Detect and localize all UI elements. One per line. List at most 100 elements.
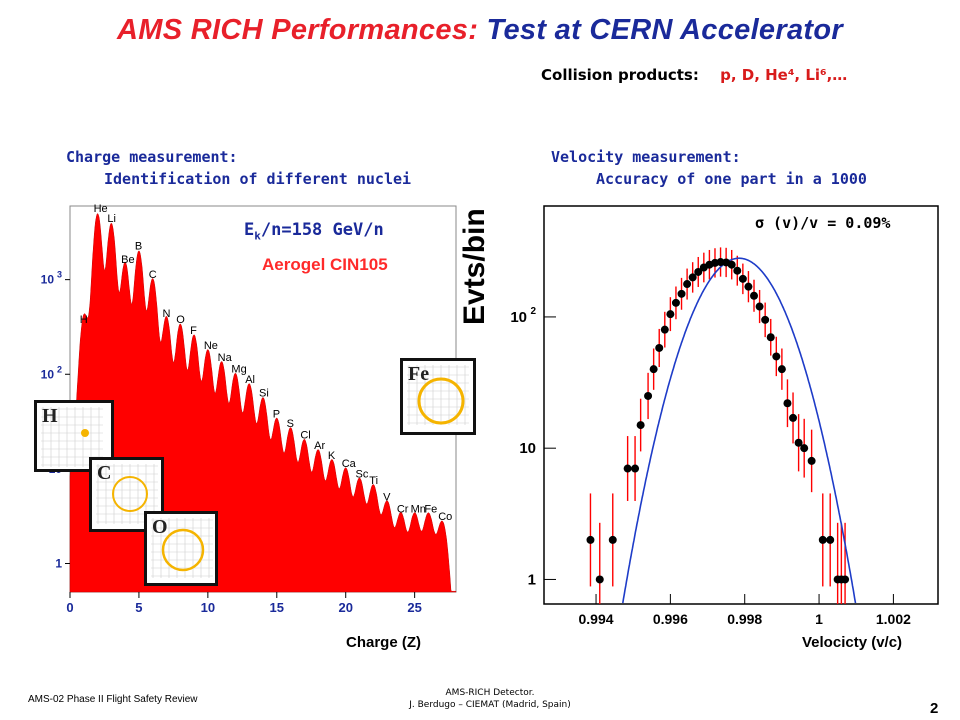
energy-label: Ek/n=158 GeV/n	[244, 220, 384, 243]
charge-xtick-label: 5	[135, 600, 142, 615]
velocity-xtick-label: 0.998	[727, 611, 762, 627]
velocity-data-point	[655, 343, 664, 352]
peak-label-be: Be	[121, 254, 134, 266]
charge-ytick-exp: 3	[57, 270, 62, 280]
peak-label-k: K	[328, 450, 336, 462]
peak-label-p: P	[273, 409, 280, 421]
peak-label-si: Si	[259, 388, 269, 400]
velocity-data-point	[666, 310, 675, 319]
velocity-data-point	[688, 273, 697, 282]
velocity-data-point	[636, 421, 645, 430]
velocity-xtick-label: 0.996	[653, 611, 688, 627]
peak-label-cl: Cl	[300, 430, 310, 442]
velocity-data-point	[750, 291, 759, 300]
sigma-label: σ (v)/v = 0.09%	[755, 214, 891, 232]
peak-label-mg: Mg	[231, 364, 246, 376]
gaussian-fit-curve	[622, 257, 857, 604]
charge-ytick-label: 1	[55, 557, 62, 571]
velocity-data-point	[677, 289, 686, 298]
velocity-data-point	[733, 266, 742, 275]
velocity-ytick-label: 1	[528, 571, 536, 588]
velocity-data-point	[649, 365, 658, 374]
velocity-data-point	[623, 464, 632, 473]
footer-detector: AMS-RICH Detector.	[445, 688, 535, 698]
velocity-data-point	[761, 315, 770, 324]
charge-heading: Charge measurement:	[66, 148, 238, 166]
velocity-data-point	[807, 456, 816, 465]
collision-label: Collision products:	[541, 66, 699, 84]
peak-label-n: N	[163, 308, 171, 320]
inset-o: O	[144, 511, 218, 586]
inset-o-label: O	[152, 516, 168, 538]
ring-fe-icon	[407, 365, 469, 425]
aerogel-label: Aerogel CIN105	[262, 255, 388, 274]
inset-c-label: C	[97, 462, 112, 484]
title-part2: Test at CERN Accelerator	[486, 14, 843, 46]
charge-ytick-exp: 2	[57, 364, 62, 374]
ring-o-icon	[151, 518, 213, 578]
velocity-data-point	[826, 535, 835, 544]
peak-label-ca: Ca	[342, 458, 357, 470]
charge-ytick-label: 10	[41, 273, 55, 287]
peak-label-co: Co	[438, 511, 452, 523]
velocity-data-point	[772, 352, 781, 361]
velocity-data-point	[660, 325, 669, 334]
peak-label-sc: Sc	[356, 469, 369, 481]
peak-label-mn: Mn	[411, 503, 426, 515]
page-number: 2	[930, 700, 939, 717]
charge-xtick-label: 15	[270, 600, 284, 615]
velocity-xtick-label: 0.994	[579, 611, 614, 627]
velocity-heading: Velocity measurement:	[551, 148, 741, 166]
peak-label-h: H	[80, 314, 88, 326]
velocity-data-point	[818, 535, 827, 544]
velocity-data-point	[777, 365, 786, 374]
peak-label-li: Li	[107, 213, 116, 225]
inset-fe: Fe	[400, 358, 476, 435]
peak-label-cr: Cr	[397, 503, 409, 515]
charge-ytick-label: 10	[41, 367, 55, 381]
peak-label-ne: Ne	[204, 340, 218, 352]
velocity-axis-label: Velocicty (v/c)	[802, 634, 903, 651]
peak-label-v: V	[383, 492, 391, 504]
velocity-data-point	[783, 399, 792, 408]
peak-label-o: O	[176, 314, 185, 326]
velocity-data-point	[608, 535, 617, 544]
collision-list: p, D, He⁴, Li⁶,…	[720, 66, 848, 84]
peak-label-he: He	[94, 203, 108, 215]
velocity-data-point	[744, 282, 753, 291]
velocity-data-point	[683, 280, 692, 289]
charge-axis-label: Charge (Z)	[346, 634, 421, 651]
velocity-data-point	[794, 438, 803, 447]
velocity-data-point	[789, 413, 798, 422]
velocity-subheading: Accuracy of one part in a 1000	[596, 170, 867, 188]
velocity-data-point	[631, 464, 640, 473]
footer-author: AMS-RICH Detector. J. Berdugo – CIEMAT (…	[360, 687, 620, 711]
velocity-ytick-exp: 2	[530, 306, 536, 317]
velocity-data-point	[727, 260, 736, 269]
evts-axis-label: Evts/bin	[458, 208, 491, 325]
velocity-data-point	[766, 333, 775, 342]
charge-xtick-label: 25	[407, 600, 421, 615]
peak-label-f: F	[190, 325, 197, 337]
velocity-data-point	[595, 575, 604, 584]
peak-label-ar: Ar	[314, 440, 325, 452]
peak-label-fe: Fe	[424, 503, 437, 515]
velocity-data-point	[586, 535, 595, 544]
peak-label-ti: Ti	[369, 475, 378, 487]
velocity-data-point	[671, 298, 680, 307]
velocity-data-point	[644, 391, 653, 400]
collision-products: Collision products: p, D, He⁴, Li⁶,…	[541, 66, 847, 84]
velocity-plot-frame	[543, 205, 939, 605]
velocity-xtick-label: 1	[815, 611, 823, 627]
charge-distribution-area	[69, 213, 457, 593]
velocity-data-point	[694, 267, 703, 276]
footer-affiliation: J. Berdugo – CIEMAT (Madrid, Spain)	[409, 700, 571, 710]
peak-label-na: Na	[218, 352, 233, 364]
velocity-ytick-label: 10	[510, 309, 527, 326]
slide-title: AMS RICH Performances: Test at CERN Acce…	[0, 14, 960, 47]
footer-review: AMS-02 Phase II Flight Safety Review	[28, 694, 198, 705]
velocity-xtick-label: 1.002	[876, 611, 911, 627]
peak-label-al: Al	[245, 374, 255, 386]
velocity-data-point	[800, 444, 809, 453]
